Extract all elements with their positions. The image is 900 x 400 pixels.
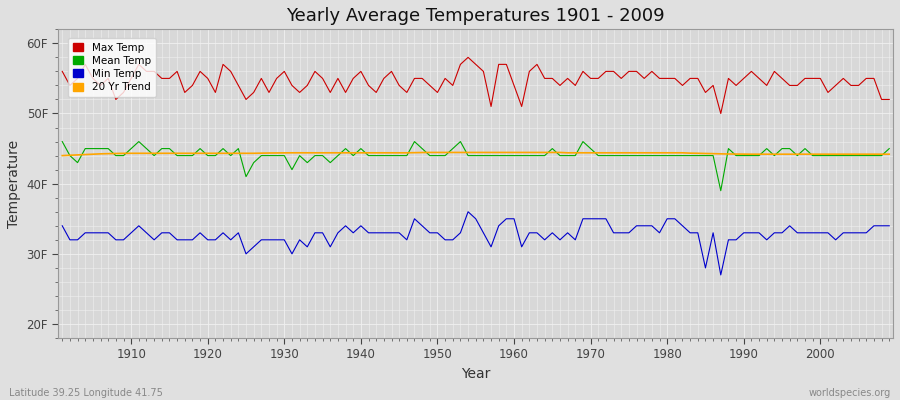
Text: Latitude 39.25 Longitude 41.75: Latitude 39.25 Longitude 41.75 [9, 388, 163, 398]
X-axis label: Year: Year [461, 367, 491, 381]
Legend: Max Temp, Mean Temp, Min Temp, 20 Yr Trend: Max Temp, Mean Temp, Min Temp, 20 Yr Tre… [68, 38, 156, 97]
Y-axis label: Temperature: Temperature [7, 140, 21, 228]
Text: worldspecies.org: worldspecies.org [809, 388, 891, 398]
Title: Yearly Average Temperatures 1901 - 2009: Yearly Average Temperatures 1901 - 2009 [286, 7, 665, 25]
